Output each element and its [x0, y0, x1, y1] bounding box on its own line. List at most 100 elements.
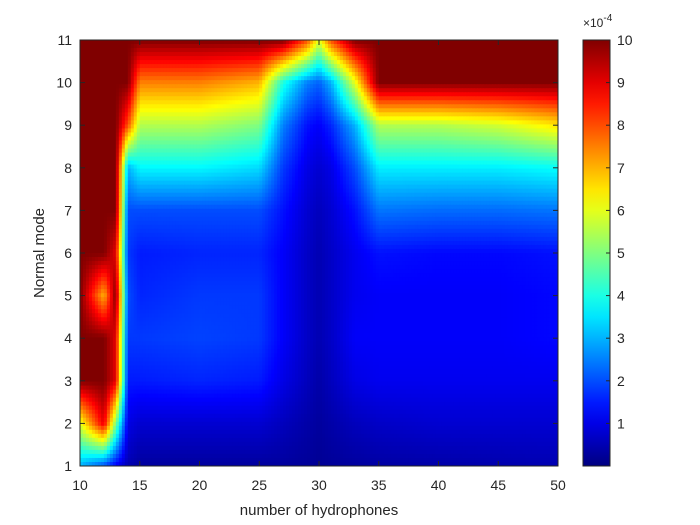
heatmap-cell — [106, 80, 111, 85]
heatmap-cell — [378, 72, 383, 77]
heatmap-cell — [516, 72, 520, 77]
heatmap-cell — [435, 40, 440, 45]
heatmap-cell — [247, 76, 251, 81]
heatmap-cell — [534, 84, 538, 89]
heatmap-cell — [295, 72, 299, 77]
heatmap-cell — [100, 56, 105, 61]
heatmap-cell — [310, 80, 314, 85]
heatmap-cell — [501, 80, 505, 85]
heatmap-cell — [160, 88, 165, 93]
heatmap-cell — [357, 48, 362, 53]
heatmap-cell — [492, 44, 496, 49]
heatmap-cell — [151, 60, 156, 65]
heatmap-cell — [387, 56, 392, 61]
heatmap-cell — [259, 84, 263, 89]
heatmap-cell — [139, 80, 144, 85]
heatmap-cell — [492, 64, 496, 69]
heatmap-cell — [342, 72, 347, 77]
heatmap-cell — [80, 64, 84, 69]
heatmap-cell — [555, 56, 558, 61]
heatmap-cell — [531, 56, 535, 61]
heatmap-cell — [286, 44, 290, 49]
heatmap-cell — [516, 88, 520, 93]
heatmap-cell — [348, 40, 353, 45]
heatmap-cell — [169, 44, 174, 49]
heatmap-cell — [124, 56, 129, 61]
heatmap-cell — [555, 76, 558, 81]
heatmap-cell — [474, 76, 478, 81]
heatmap-cell — [435, 60, 440, 65]
heatmap-cell — [477, 76, 481, 81]
heatmap-cell — [543, 64, 547, 69]
heatmap-cell — [217, 40, 222, 45]
heatmap-cell — [333, 92, 338, 97]
heatmap-cell — [438, 48, 443, 53]
heatmap-cell — [217, 52, 222, 57]
heatmap-cell — [324, 56, 329, 61]
heatmap-cell — [280, 56, 284, 61]
heatmap-cell — [324, 60, 329, 65]
heatmap-cell — [130, 52, 135, 57]
heatmap-cell — [435, 76, 440, 81]
heatmap-cell — [253, 68, 257, 73]
heatmap-cell — [447, 44, 452, 49]
heatmap-cell — [250, 80, 254, 85]
heatmap-cell — [528, 48, 532, 53]
heatmap-cell — [265, 80, 269, 85]
heatmap-cell — [124, 72, 129, 77]
heatmap-cell — [250, 56, 254, 61]
heatmap-cell — [444, 88, 449, 93]
heatmap-cell — [537, 76, 541, 81]
heatmap-cell — [543, 76, 547, 81]
heatmap-cell — [175, 64, 180, 69]
heatmap-cell — [295, 64, 299, 69]
heatmap-cell — [130, 40, 135, 45]
heatmap-cell — [85, 92, 90, 97]
heatmap-cell — [226, 64, 230, 69]
heatmap-cell — [244, 80, 248, 85]
heatmap-cell — [169, 84, 174, 89]
heatmap-cell — [438, 80, 443, 85]
heatmap-cell — [250, 60, 254, 65]
heatmap-cell — [148, 60, 153, 65]
heatmap-cell — [525, 80, 529, 85]
heatmap-cell — [429, 80, 434, 85]
heatmap-cell — [348, 72, 353, 77]
heatmap-cell — [154, 80, 159, 85]
heatmap-cell — [546, 76, 550, 81]
heatmap-cell — [327, 40, 332, 45]
heatmap-cell — [327, 92, 332, 97]
heatmap-cell — [208, 48, 213, 53]
heatmap-cell — [163, 60, 168, 65]
heatmap-cell — [474, 88, 478, 93]
heatmap-cell — [244, 64, 248, 69]
heatmap-cell — [363, 40, 368, 45]
heatmap-cell — [381, 72, 386, 77]
heatmap-cell — [333, 40, 338, 45]
heatmap-cell — [327, 68, 332, 73]
heatmap-cell — [187, 44, 192, 49]
heatmap-cell — [139, 44, 144, 49]
heatmap-cell — [265, 88, 269, 93]
heatmap-cell — [118, 40, 123, 45]
heatmap-cell — [106, 76, 111, 81]
heatmap-cell — [438, 84, 443, 89]
heatmap-cell — [208, 88, 213, 93]
heatmap-cell — [184, 92, 189, 97]
heatmap-cell — [348, 76, 353, 81]
heatmap-cell — [103, 48, 108, 53]
heatmap-cell — [118, 60, 123, 65]
heatmap-cell — [489, 44, 493, 49]
heatmap-cell — [501, 56, 505, 61]
heatmap-cell — [528, 68, 532, 73]
heatmap-cell — [118, 80, 123, 85]
heatmap-cell — [408, 72, 413, 77]
heatmap-cell — [91, 52, 96, 57]
heatmap-cell — [351, 72, 356, 77]
heatmap-cell — [160, 64, 165, 69]
heatmap-cell — [166, 76, 171, 81]
heatmap-cell — [453, 56, 458, 61]
heatmap-cell — [265, 92, 269, 97]
heatmap-cell — [441, 64, 446, 69]
heatmap-cell — [232, 48, 236, 53]
